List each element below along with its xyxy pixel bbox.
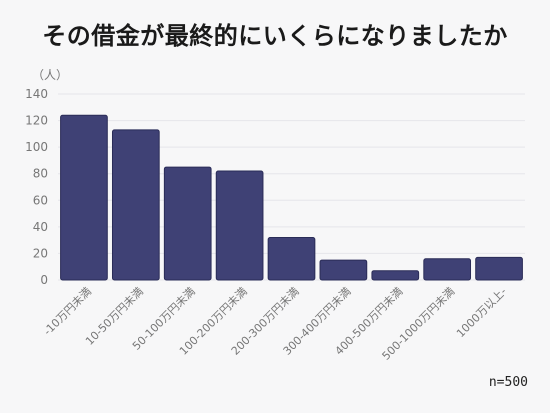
y-axis-label: （人） xyxy=(32,68,68,82)
bar xyxy=(371,270,420,281)
bar xyxy=(111,129,160,281)
y-tick-label: 120 xyxy=(25,114,48,128)
y-tick-label: 100 xyxy=(25,140,48,154)
bar xyxy=(475,256,523,281)
sample-size-note: n=500 xyxy=(488,375,528,390)
bar xyxy=(319,259,368,281)
x-tick-label: -10万円未満 xyxy=(41,285,94,338)
y-tick-label: 20 xyxy=(33,246,48,260)
bar xyxy=(163,166,212,281)
x-tick-label: 1000万以上- xyxy=(454,285,509,340)
y-tick-label: 60 xyxy=(33,193,48,207)
bar xyxy=(60,114,108,281)
y-tick-label: 140 xyxy=(25,87,48,101)
y-tick-label: 40 xyxy=(33,220,48,234)
bar xyxy=(267,236,316,281)
chart-title: その借金が最終的にいくらになりましたか xyxy=(42,22,508,50)
y-tick-label: 0 xyxy=(40,273,48,287)
bar xyxy=(215,170,264,281)
bar xyxy=(423,258,472,281)
y-tick-label: 80 xyxy=(33,167,48,181)
